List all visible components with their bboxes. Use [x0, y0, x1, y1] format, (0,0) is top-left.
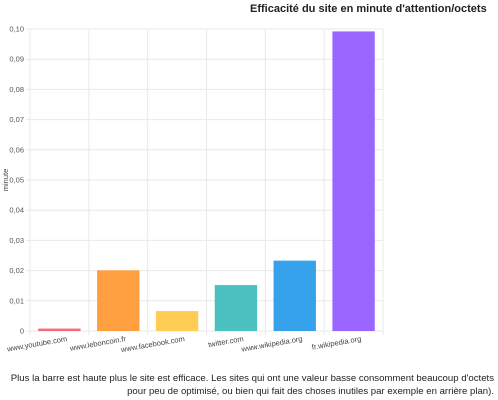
x-axis-ticks: www.youtube.com www.leboncoin.frwww.faceb…: [5, 334, 362, 354]
bar-5: [273, 260, 316, 331]
y-axis-label: minute: [1, 169, 10, 192]
x-tick-label: www.youtube.com: [5, 334, 67, 354]
y-tick-label: 0,05: [9, 176, 24, 185]
chart-caption: Plus la barre est haute plus le site est…: [10, 373, 494, 397]
grid-layer: [26, 28, 384, 335]
chart-title: Efficacité du site en minute d'attention…: [250, 3, 487, 15]
bar-4: [214, 285, 258, 331]
y-tick-label: 0,10: [9, 25, 24, 34]
bar-chart: 0 0,01 0,02 0,03 0,04 0,05 0,06 0,07 0,08 0,09 0,1…: [1, 25, 384, 354]
y-tick-label: 0,02: [9, 266, 24, 275]
bars: [38, 31, 375, 331]
bar-2: [97, 270, 140, 331]
y-tick-label: 0,04: [9, 206, 24, 215]
x-tick-label: www.facebook.com: [119, 334, 185, 354]
y-tick-label: 0,06: [9, 145, 24, 154]
y-tick-label: 0,09: [9, 55, 24, 64]
bar-1: [38, 328, 81, 331]
y-tick-label: 0,03: [9, 236, 24, 245]
y-tick-label: 0,07: [9, 115, 24, 124]
x-tick-label: twitter.com: [207, 334, 244, 349]
x-tick-label: www.wikipedia.org: [240, 334, 303, 354]
y-tick-label: 0,08: [9, 85, 24, 94]
bar-6: [332, 31, 375, 331]
x-tick-label: www.leboncoin.fr: [68, 334, 127, 353]
y-axis-ticks: 0 0,01 0,02 0,03 0,04 0,05 0,06 0,07 0,08 0,09 0,1…: [9, 25, 24, 336]
bar-3: [155, 311, 199, 331]
y-tick-label: 0: [20, 327, 24, 336]
x-tick-label: fr.wikipedia.org: [311, 334, 362, 352]
y-tick-label: 0,01: [9, 296, 24, 305]
